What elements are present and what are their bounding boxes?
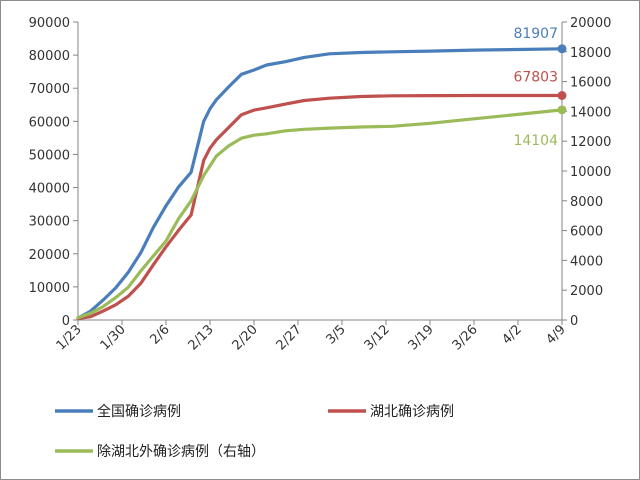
legend-label-0: 全国确诊病例 [97,403,181,420]
y-axis-left-ticks: 0 10000 20000 30000 40000 50000 60000 70000 8000… [29,16,78,329]
series-line-2 [76,108,564,320]
y-right-tick-label: 0 [570,314,578,329]
y-left-tick-label: 0 [62,314,70,329]
y-left-tick-label: 10000 [29,281,70,296]
series-line-1 [76,93,564,321]
series-end-point-1 [557,90,567,100]
y-left-tick-label: 90000 [29,16,70,31]
series-end-label-0: 81907 [513,26,558,42]
y-axis-right-ticks: 0 2000 4000 6000 8000 10000 12000 14000 16000 180… [562,16,611,329]
y-left-tick-label: 30000 [29,215,70,230]
y-right-tick-label: 14000 [570,105,611,120]
y-right-tick-label: 10000 [570,165,611,180]
end-labels: 81907 67803 14104 [513,26,558,149]
series-end-point-2 [557,105,567,115]
series-end-label-1: 67803 [513,69,558,85]
y-right-tick-label: 16000 [570,76,611,91]
series-lines [76,44,567,321]
y-right-tick-label: 18000 [570,46,611,61]
y-left-tick-label: 20000 [29,248,70,263]
series-end-label-2: 14104 [513,133,558,149]
y-right-tick-label: 12000 [570,135,611,150]
y-right-tick-label: 20000 [570,16,611,31]
y-left-tick-label: 40000 [29,182,70,197]
y-right-tick-label: 6000 [570,225,603,240]
y-left-tick-label: 80000 [29,49,70,64]
y-right-tick-label: 2000 [570,284,603,299]
y-left-tick-label: 60000 [29,115,70,130]
y-left-tick-label: 50000 [29,148,70,163]
y-right-tick-label: 4000 [570,254,603,269]
series-end-point-0 [557,44,567,54]
legend-label-2: 除湖北外确诊病例（右轴） [97,444,265,460]
series-line-0 [76,47,564,320]
legend-label-1: 湖北确诊病例 [370,404,454,420]
y-right-tick-label: 8000 [570,195,603,210]
y-left-tick-label: 70000 [29,82,70,97]
